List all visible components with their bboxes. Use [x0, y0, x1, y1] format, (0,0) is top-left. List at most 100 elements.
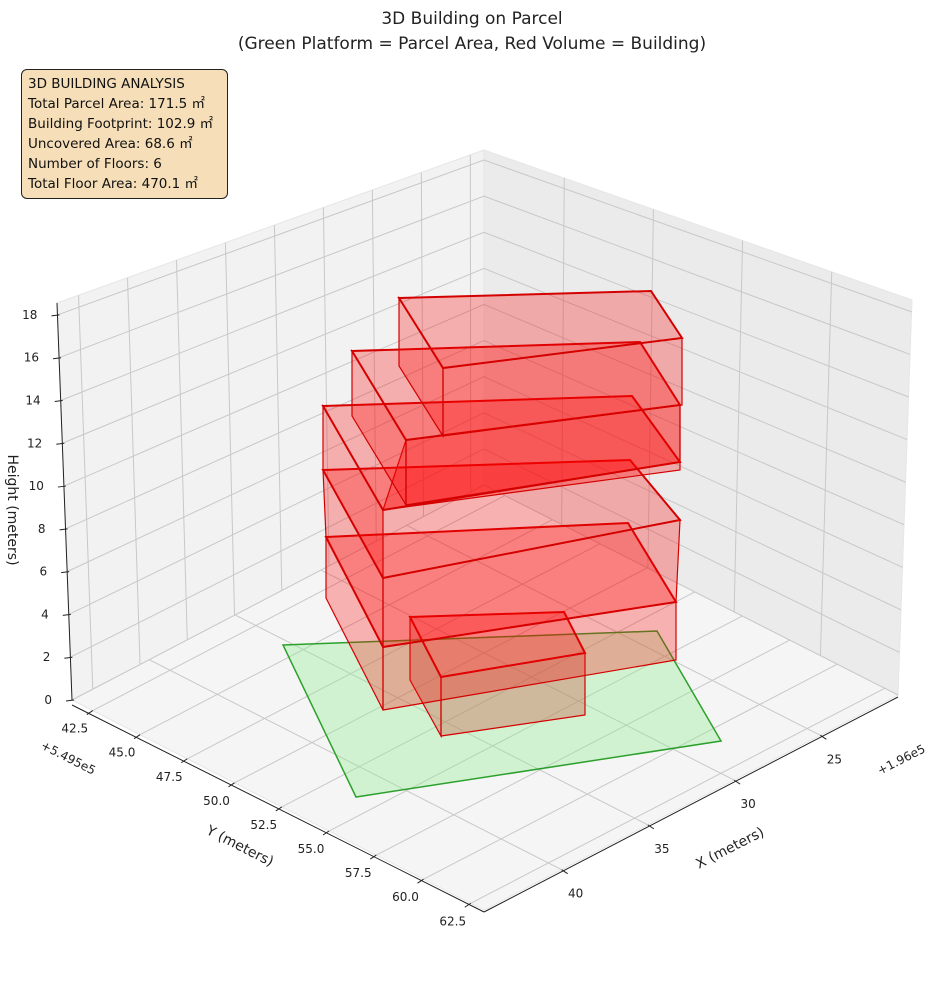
y-tick-label: 52.5: [250, 818, 277, 832]
floor-1-top: [408, 610, 587, 679]
x-tick-label: 30: [740, 797, 755, 811]
parcel-platform: [281, 630, 723, 798]
y-tick-label: 62.5: [439, 914, 466, 928]
y-grid-line-vertical: [371, 189, 377, 542]
chart-subtitle: (Green Platform = Parcel Area, Red Volum…: [238, 34, 706, 54]
y-grid-line-vertical: [175, 260, 188, 640]
y-tick-mark: [464, 902, 472, 908]
z-tick-label: 0: [44, 693, 52, 707]
chart-title: 3D Building on Parcel: [381, 9, 562, 29]
z-tick-mark: [56, 442, 65, 445]
y-tick-mark: [86, 710, 94, 716]
y-grid-line-vertical: [127, 277, 141, 665]
z-grid-line: [70, 448, 900, 658]
info-box: 3D BUILDING ANALYSIS Total Parcel Area: …: [21, 69, 228, 199]
info-line: Total Parcel Area: 171.5 ㎡: [28, 96, 205, 112]
x-grid-line-vertical: [647, 209, 654, 569]
z-tick-label: 14: [25, 393, 40, 407]
z-grid-line: [58, 195, 911, 359]
z-grid-line: [62, 267, 908, 444]
x-axis-line: [483, 696, 899, 913]
x-grid-line: [149, 659, 562, 871]
y-tick-label: 57.5: [345, 866, 372, 880]
y-tick-mark: [133, 734, 141, 740]
floor-6-top: [397, 289, 684, 370]
x-tick-mark: [561, 869, 568, 875]
y-tick-label: 45.0: [109, 746, 136, 760]
y-grid-line-vertical: [273, 225, 283, 591]
y-tick-label: 60.0: [392, 890, 419, 904]
x-tick-label: 40: [568, 887, 583, 901]
z-grid-line: [57, 159, 912, 316]
z-tick-label: 2: [43, 650, 51, 664]
z-grid-line: [68, 412, 902, 615]
y-tick-mark: [275, 806, 283, 812]
y-grid-line: [139, 519, 553, 736]
info-line: Number of Floors: 6: [28, 156, 162, 172]
x-grid-line-vertical: [561, 178, 565, 525]
y-tick-mark: [417, 878, 424, 884]
z-grid-line: [63, 303, 906, 487]
tick-labels: 0 2 4 6 8 10 12 14 16 18 42.5 45.0 47.5 50.0 52.5 55.0 5…: [22, 308, 842, 928]
z-tick-mark: [65, 699, 75, 702]
y-tick-mark: [369, 854, 377, 860]
y-tick-label: 47.5: [156, 770, 183, 784]
z-tick-mark: [59, 528, 68, 531]
x-tick-mark: [647, 824, 655, 830]
z-grid-line: [66, 376, 903, 573]
y-grid-line: [376, 639, 790, 856]
z-tick-label: 6: [40, 565, 48, 579]
y-axis-line: [71, 704, 485, 913]
z-tick-mark: [62, 613, 71, 616]
x-offset-label: +1.96e5: [875, 742, 928, 778]
x-grid-line: [320, 569, 735, 781]
y-grid-line: [187, 543, 601, 760]
z-axis-label: Height (meters): [4, 454, 20, 565]
y-tick-label: 55.0: [298, 842, 325, 856]
info-heading: 3D BUILDING ANALYSIS: [28, 76, 185, 92]
x-tick-label: 25: [827, 752, 842, 766]
z-tick-label: 16: [24, 351, 39, 365]
y-grid-line-vertical: [78, 295, 94, 690]
z-axis-line: [56, 302, 73, 701]
x-tick-mark: [820, 734, 827, 740]
x-tick-label: 35: [654, 842, 669, 856]
z-tick-label: 8: [38, 522, 46, 536]
info-line: Total Floor Area: 470.1 ㎡: [28, 176, 199, 192]
y-tick-mark: [181, 758, 188, 764]
y-tick-label: 50.0: [203, 794, 230, 808]
z-grid-line: [60, 231, 909, 401]
y-tick-mark: [322, 830, 330, 836]
y-grid-line: [328, 615, 743, 832]
z-tick-label: 12: [27, 436, 42, 450]
y-grid-line-vertical: [420, 172, 425, 517]
x-axis-label: X (meters): [693, 824, 767, 872]
z-tick-mark: [53, 357, 62, 360]
y-grid-line: [281, 591, 696, 808]
z-tick-label: 4: [41, 607, 49, 621]
z-tick-mark: [51, 314, 60, 317]
x-grid-line-vertical: [733, 240, 744, 612]
info-line: Building Footprint: 102.9 ㎡: [28, 116, 214, 132]
x-grid-line-vertical: [819, 271, 833, 656]
z-tick-label: 10: [29, 479, 44, 493]
y-tick-label: 42.5: [61, 722, 88, 736]
x-tick-mark: [733, 779, 741, 785]
y-offset-label: +5.495e5: [39, 738, 98, 777]
z-grid-line: [65, 340, 905, 530]
y-tick-mark: [228, 782, 235, 788]
building-volume: [321, 289, 684, 739]
info-line: Uncovered Area: 68.6 ㎡: [28, 136, 193, 152]
y-grid-line: [470, 687, 885, 904]
z-tick-mark: [57, 485, 66, 488]
y-grid-line-vertical: [322, 207, 330, 566]
y-grid-line-vertical: [224, 242, 236, 616]
y-grid-line: [423, 663, 838, 880]
z-tick-label: 18: [22, 308, 37, 322]
z-grid-line: [71, 484, 899, 701]
z-tick-mark: [54, 399, 63, 402]
z-tick-mark: [64, 656, 73, 659]
z-tick-mark: [61, 571, 70, 574]
